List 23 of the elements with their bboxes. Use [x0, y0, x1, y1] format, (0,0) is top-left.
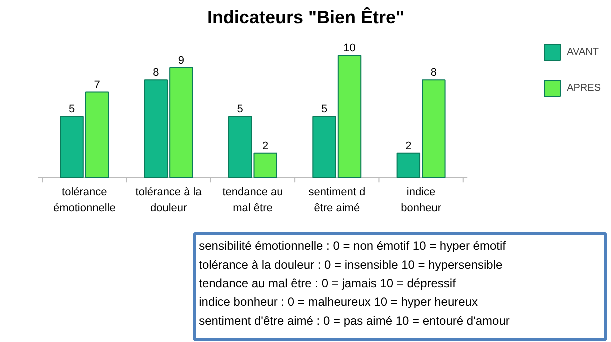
data-label: 9	[178, 54, 185, 67]
text: indice bonheur : 0 = malheureux 10 = hyper heureux	[199, 295, 478, 310]
text: sentiment d'être aimé : 0 = pas aimé 10 = entouré d'amour	[199, 314, 510, 328]
text: tendance au mal être : 0 = jamais 10 = dépressif	[199, 276, 457, 290]
legend-label: AVANT	[567, 46, 599, 58]
x-tick-label: sentiment d être aimé	[308, 186, 366, 214]
x-tick-label: indice bonheur	[401, 186, 442, 214]
data-label: 10	[344, 42, 356, 55]
data-label: 2	[262, 140, 269, 152]
text: tolérance à la douleur : 0 = insensible 10 = hypersensible	[199, 258, 503, 272]
legend-label: APRES	[567, 82, 601, 94]
text: sensibilité émotionnelle : 0 = non émotif 10 = hyper émotif	[199, 239, 507, 254]
x-tick-label: tolérance émotionnelle	[53, 186, 116, 214]
data-label: 5	[237, 104, 244, 116]
data-label: 5	[68, 104, 76, 116]
data-label: 8	[430, 67, 437, 80]
data-label: 5	[321, 104, 328, 116]
x-tick-label: tolérance à la douleur	[136, 186, 203, 214]
chart-title: Indicateurs "Bien Être"	[207, 6, 405, 28]
data-label: 8	[153, 67, 160, 80]
data-label: 2	[406, 140, 412, 152]
x-tick-label: tendance au mal être	[222, 186, 284, 214]
data-label: 7	[94, 79, 100, 92]
